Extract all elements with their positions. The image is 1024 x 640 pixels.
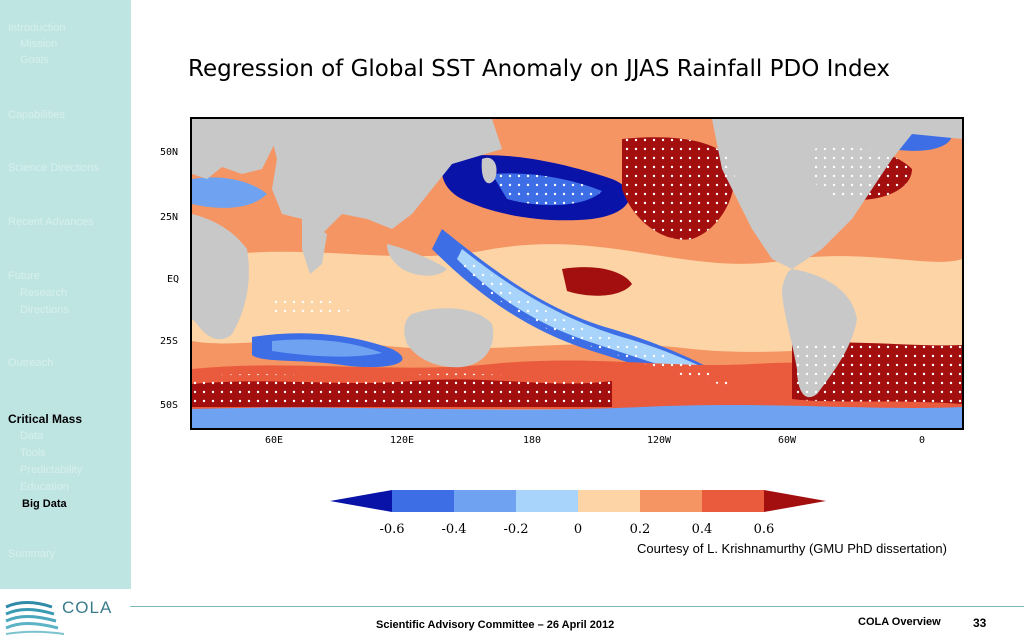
nav-item-goals[interactable]: Goals xyxy=(20,54,49,66)
nav-item-outreach[interactable]: Outreach xyxy=(8,357,54,369)
footer-section: COLA Overview xyxy=(858,616,941,628)
colorbar-label: 0.2 xyxy=(629,522,651,537)
lat-label-25s: 25S xyxy=(160,336,179,347)
lon-label-0: 0 xyxy=(919,435,926,446)
colorbar-segment xyxy=(454,490,516,512)
nav-item-predictability[interactable]: Predictability xyxy=(20,464,83,476)
nav-item-science-directions[interactable]: Science Directions xyxy=(8,162,100,174)
nav-item-capabilities[interactable]: Capabilities xyxy=(8,109,65,121)
sst-regression-map: 50N 25N EQ 25S 50S xyxy=(150,110,980,460)
colorbar-segment xyxy=(516,490,578,512)
nav-item-mission[interactable]: Mission xyxy=(20,38,58,50)
colorbar-segment xyxy=(640,490,702,512)
nav-item-big-data[interactable]: Big Data xyxy=(22,498,67,510)
colorbar-segment xyxy=(330,490,392,512)
logo-text: COLA xyxy=(62,598,113,617)
lon-label-60e: 60E xyxy=(265,435,284,446)
colorbar-label: 0.4 xyxy=(691,522,713,537)
sst-field xyxy=(192,119,962,428)
nav-item-education[interactable]: Education xyxy=(20,481,69,493)
sidebar-nav: Introduction Mission Goals Capabilities … xyxy=(0,0,131,589)
lon-label-120e: 120E xyxy=(390,435,415,446)
courtesy-credit: Courtesy of L. Krishnamurthy (GMU PhD di… xyxy=(637,541,947,556)
page-number: 33 xyxy=(973,616,987,630)
nav-item-future[interactable]: Future xyxy=(8,270,40,282)
lat-label-eq: EQ xyxy=(167,274,180,285)
lat-label-25n: 25N xyxy=(160,212,179,223)
cola-logo xyxy=(5,601,65,635)
colorbar-label: -0.4 xyxy=(441,522,467,537)
colorbar-label: 0 xyxy=(573,522,583,537)
nav-item-data[interactable]: Data xyxy=(20,430,44,442)
lat-label-50n: 50N xyxy=(160,147,179,158)
footer-event: Scientific Advisory Committee – 26 April… xyxy=(376,619,615,631)
colorbar xyxy=(330,490,826,512)
colorbar-segment xyxy=(578,490,640,512)
lat-label-50s: 50S xyxy=(160,400,179,411)
colorbar-segment xyxy=(702,490,764,512)
lon-label-120w: 120W xyxy=(647,435,672,446)
map-frame xyxy=(190,117,964,430)
nav-item-tools[interactable]: Tools xyxy=(20,447,46,459)
footer-divider xyxy=(130,606,1024,607)
colorbar-segment xyxy=(392,490,454,512)
nav-item-critical-mass[interactable]: Critical Mass xyxy=(8,412,83,426)
nav-item-introduction[interactable]: Introduction xyxy=(8,22,66,34)
nav-item-directions[interactable]: Directions xyxy=(20,304,69,316)
slide-title: Regression of Global SST Anomaly on JJAS… xyxy=(188,56,890,82)
colorbar-label: -0.2 xyxy=(503,522,529,537)
lon-label-180: 180 xyxy=(523,435,542,446)
nav-item-summary[interactable]: Summary xyxy=(8,548,56,560)
nav-item-recent-advances[interactable]: Recent Advances xyxy=(8,216,94,228)
colorbar-label: -0.6 xyxy=(379,522,405,537)
nav-item-research[interactable]: Research xyxy=(20,287,68,299)
lon-label-60w: 60W xyxy=(778,435,797,446)
colorbar-segment xyxy=(764,490,826,512)
colorbar-label: 0.6 xyxy=(753,522,775,537)
